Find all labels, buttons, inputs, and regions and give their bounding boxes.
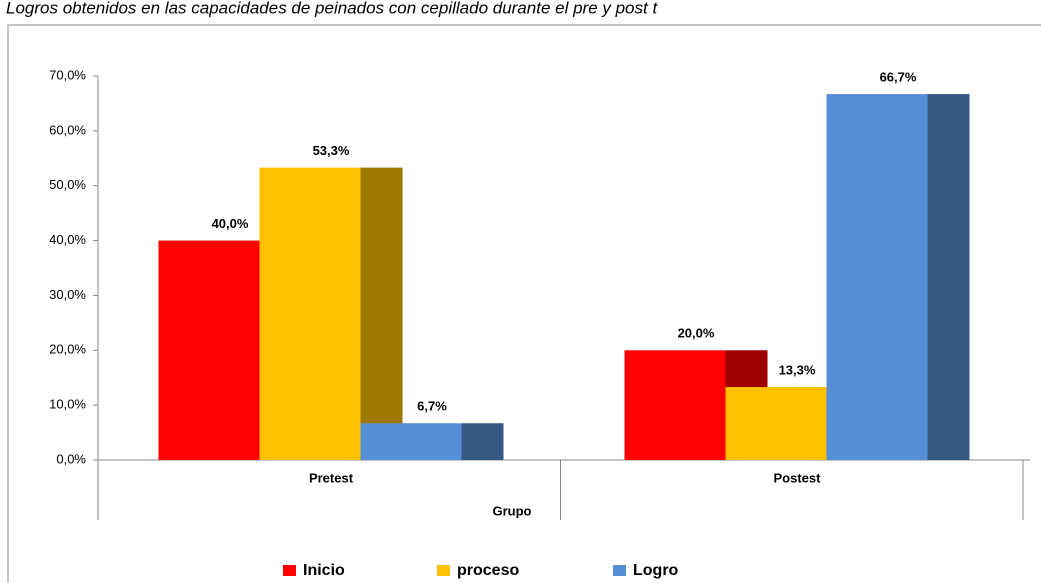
legend-label: proceso [457, 562, 519, 579]
legend-label: Logro [633, 562, 679, 579]
bar [158, 240, 260, 460]
data-label: 40,0% [212, 216, 249, 231]
bar-side [927, 94, 970, 461]
bar [725, 387, 827, 460]
x-tick-label: Postest [774, 470, 822, 485]
x-tick-label: Pretest [309, 470, 354, 485]
data-label: 53,3% [313, 143, 350, 158]
y-tick-label: 60,0% [49, 122, 86, 137]
x-axis-label: Grupo [493, 503, 532, 518]
bar [360, 423, 462, 460]
legend-swatch [613, 565, 626, 576]
data-label: 13,3% [779, 362, 816, 377]
chart-title: Logros obtenidos en las capacidades de p… [6, 0, 658, 17]
bar-side [461, 423, 504, 460]
legend-swatch [283, 565, 296, 576]
y-tick-label: 0,0% [56, 451, 86, 466]
y-tick-label: 30,0% [49, 287, 86, 302]
y-tick-label: 50,0% [49, 177, 86, 192]
data-label: 66,7% [880, 70, 917, 85]
chart-frame [7, 24, 1041, 583]
legend-label: Inicio [303, 562, 345, 579]
bar [259, 167, 361, 460]
legend-swatch [437, 565, 450, 576]
y-tick-label: 20,0% [49, 342, 86, 357]
bar [624, 350, 726, 460]
data-label: 6,7% [417, 399, 447, 414]
y-tick-label: 40,0% [49, 232, 86, 247]
y-tick-label: 10,0% [49, 397, 86, 412]
data-label: 20,0% [678, 326, 715, 341]
bar-side [360, 167, 403, 460]
bar [826, 94, 928, 461]
y-tick-label: 70,0% [49, 67, 86, 82]
